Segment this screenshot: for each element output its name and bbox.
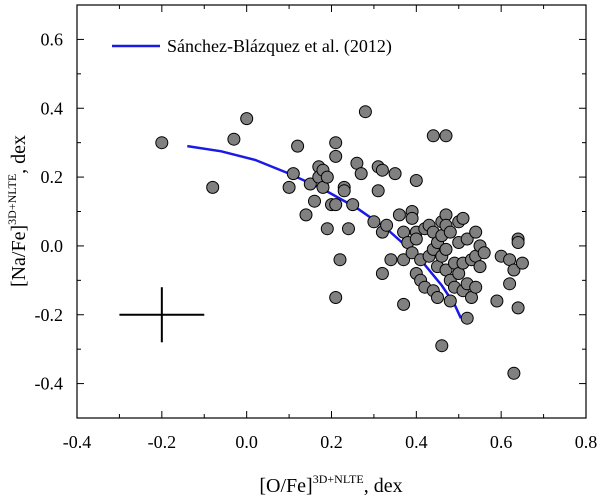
- data-point: [299, 208, 313, 222]
- x-axis-title-suffix: , dex: [364, 475, 403, 497]
- legend-label: Sánchez-Blázquez et al. (2012): [167, 36, 392, 57]
- axis-ticks: [76, 4, 587, 419]
- data-point: [329, 149, 343, 163]
- data-point: [342, 222, 355, 236]
- data-point: [397, 253, 411, 267]
- x-tick-label: -0.4: [63, 432, 92, 452]
- data-point: [337, 184, 351, 198]
- data-point: [371, 184, 385, 198]
- data-point: [380, 218, 394, 232]
- data-point: [443, 225, 457, 239]
- data-point: [477, 246, 491, 260]
- data-point: [426, 129, 440, 143]
- data-point: [206, 180, 220, 194]
- x-tick-label: 0.6: [490, 432, 513, 452]
- data-point: [384, 253, 398, 267]
- data-point: [155, 136, 169, 150]
- x-axis-title: [O/Fe]3D+NLTE, dex: [259, 472, 402, 497]
- data-point: [511, 236, 525, 249]
- data-point: [240, 112, 254, 126]
- x-tick-label: 0.8: [575, 432, 598, 452]
- data-point: [473, 260, 487, 274]
- y-axis-title-sup: 3D+NLTE: [5, 174, 19, 225]
- y-tick-label: 0.0: [41, 236, 64, 256]
- data-point: [354, 167, 368, 181]
- data-point: [405, 246, 419, 260]
- data-point: [227, 132, 241, 146]
- data-point: [291, 139, 305, 153]
- data-point: [405, 211, 419, 225]
- data-point: [397, 297, 411, 311]
- data-point: [456, 211, 470, 225]
- data-point: [320, 222, 334, 236]
- plot-frame: [76, 4, 587, 419]
- error-bar-layer: [119, 287, 205, 343]
- data-point: [346, 198, 360, 212]
- data-point: [469, 280, 483, 294]
- data-point: [443, 294, 457, 308]
- y-axis-title: [Na/Fe]3D+NLTE, dex: [5, 135, 30, 287]
- x-tick-label: 0.4: [405, 432, 428, 452]
- data-point: [392, 208, 406, 222]
- y-tick-label: 0.4: [41, 98, 64, 118]
- y-axis-title-suffix: , dex: [8, 135, 30, 174]
- x-axis-title-main: [O/Fe]: [259, 475, 312, 497]
- data-point: [329, 136, 343, 150]
- data-point: [469, 225, 483, 239]
- data-point: [388, 167, 402, 181]
- y-tick-label: -0.2: [35, 305, 64, 325]
- data-point: [511, 301, 525, 315]
- data-point: [431, 291, 444, 304]
- legend: Sánchez-Blázquez et al. (2012): [112, 36, 392, 57]
- data-point: [409, 232, 423, 246]
- data-point: [490, 294, 504, 308]
- data-point: [286, 167, 300, 181]
- data-point: [282, 180, 296, 194]
- x-tick-label: -0.2: [148, 432, 177, 452]
- data-point: [460, 232, 474, 246]
- y-tick-label: 0.2: [41, 167, 64, 187]
- x-tick-label: 0.0: [235, 432, 258, 452]
- x-tick-label: 0.2: [320, 432, 343, 452]
- data-point: [367, 215, 381, 229]
- data-point: [503, 277, 517, 291]
- axis-tick-labels: -0.4 -0.2 0.0 0.2 0.4 0.6 0.8 -0.4 -0.2 0.0 0.2 0.4…: [35, 29, 598, 452]
- data-point: [320, 170, 334, 184]
- data-point: [439, 242, 453, 256]
- data-point: [515, 256, 529, 270]
- data-point: [435, 339, 449, 353]
- data-point: [439, 129, 453, 143]
- y-tick-label: 0.6: [41, 29, 64, 49]
- data-point: [375, 267, 389, 280]
- data-point: [329, 291, 343, 304]
- data-point: [333, 253, 347, 267]
- data-point: [409, 174, 423, 187]
- y-tick-label: -0.4: [35, 374, 64, 394]
- data-point: [308, 194, 321, 208]
- y-axis-title-main: [Na/Fe]: [8, 225, 30, 287]
- data-point: [460, 311, 474, 325]
- data-point: [507, 263, 521, 277]
- data-point: [329, 198, 343, 212]
- x-axis-title-sup: 3D+NLTE: [313, 472, 364, 486]
- data-points-layer: [155, 105, 529, 380]
- data-point: [507, 366, 521, 380]
- data-point: [375, 163, 389, 177]
- data-point: [358, 105, 372, 119]
- data-point: [303, 177, 317, 191]
